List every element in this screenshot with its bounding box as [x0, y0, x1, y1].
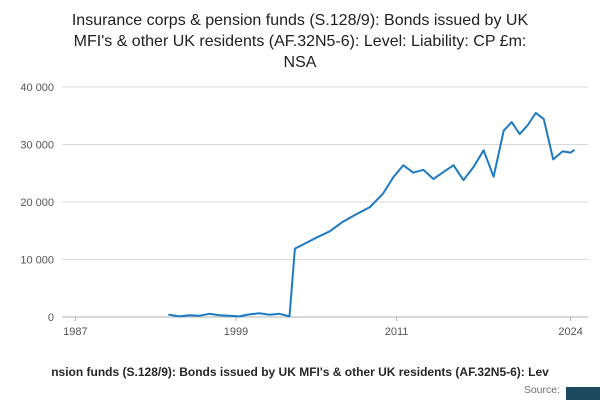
- corner-logo-block: [566, 387, 600, 400]
- y-tick-label: 30 000: [20, 140, 54, 152]
- chart-title: Insurance corps & pension funds (S.128/9…: [71, 12, 529, 72]
- data-line: [168, 112, 575, 318]
- x-tick-label: 1987: [63, 326, 87, 338]
- y-tick-label: 40 000: [20, 82, 54, 94]
- x-tick-label: 2011: [385, 326, 409, 338]
- y-tick-label: 10 000: [20, 255, 54, 267]
- x-tick-label: 2024: [558, 326, 582, 338]
- footer-caption: nsion funds (S.128/9): Bonds issued by U…: [51, 365, 549, 379]
- source-label: Source:: [523, 384, 560, 396]
- x-tick-label: 1999: [224, 326, 248, 338]
- y-tick-label: 20 000: [20, 197, 54, 209]
- chart-canvas: 0 10 000 20 000 30 000 40 000 1987 1999 2011 202…: [20, 82, 588, 338]
- y-tick-label: 0: [48, 312, 54, 324]
